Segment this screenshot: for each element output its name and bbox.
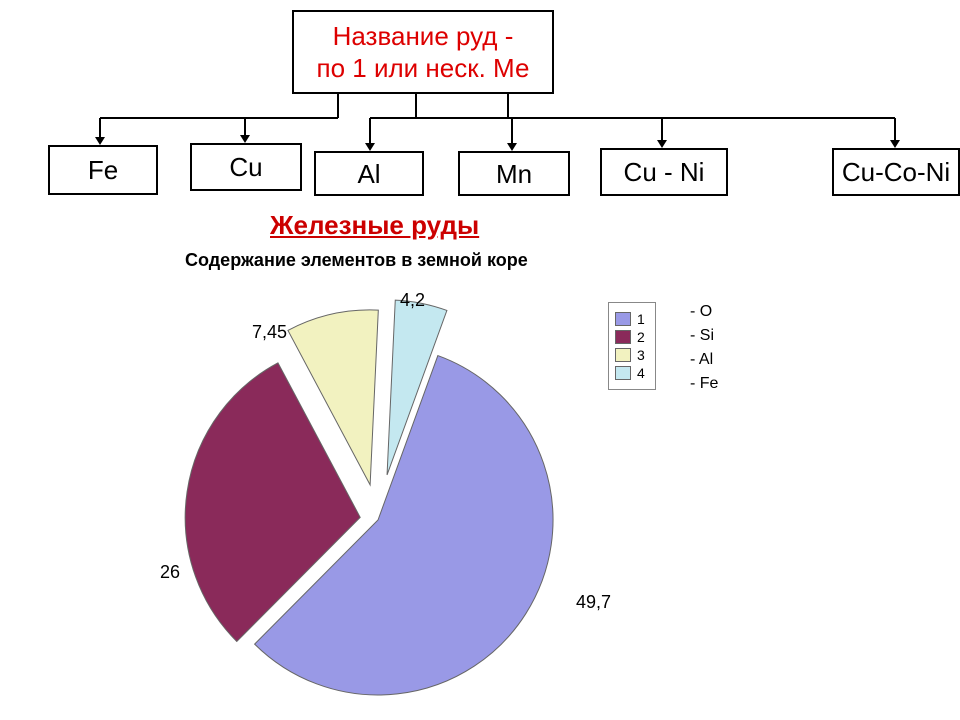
subtitle-iron-ores: Железные руды <box>270 210 479 241</box>
legend-ext-3: - Fe <box>690 372 718 396</box>
pie-slice-2 <box>185 363 360 642</box>
legend-num-1: 1 <box>637 311 645 327</box>
legend-row-4: 4 <box>615 365 645 381</box>
legend-ext-1: - Si <box>690 324 718 348</box>
legend-swatch-2 <box>615 330 631 344</box>
legend-ext-2: - Al <box>690 348 718 372</box>
legend-row-2: 2 <box>615 329 645 345</box>
pie-label-2: 26 <box>160 562 180 583</box>
pie-label-1: 49,7 <box>576 592 611 613</box>
chart-title: Содержание элементов в земной коре <box>185 250 528 271</box>
legend-num-2: 2 <box>637 329 645 345</box>
legend-swatch-3 <box>615 348 631 362</box>
chart-legend: 1 2 3 4 <box>608 302 656 390</box>
pie-slice-1 <box>255 356 553 695</box>
legend-swatch-1 <box>615 312 631 326</box>
legend-row-3: 3 <box>615 347 645 363</box>
connectors <box>0 0 960 210</box>
legend-swatch-4 <box>615 366 631 380</box>
pie-label-3: 7,45 <box>252 322 287 343</box>
legend-element-names: - O- Si- Al- Fe <box>690 300 718 396</box>
pie-slice-4 <box>387 300 447 475</box>
pie-slice-3 <box>288 310 378 485</box>
legend-num-4: 4 <box>637 365 645 381</box>
legend-row-1: 1 <box>615 311 645 327</box>
legend-ext-0: - O <box>690 300 718 324</box>
legend-num-3: 3 <box>637 347 645 363</box>
pie-label-4: 4,2 <box>400 290 425 311</box>
